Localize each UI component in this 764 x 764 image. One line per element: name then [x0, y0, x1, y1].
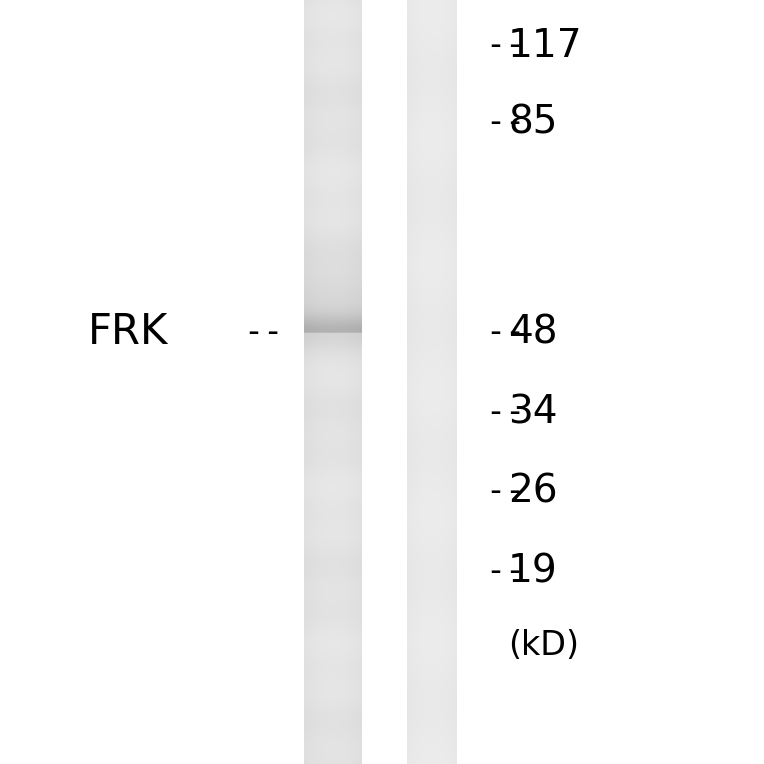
- Text: --: --: [485, 105, 526, 139]
- Text: 85: 85: [508, 103, 558, 141]
- Text: FRK: FRK: [88, 312, 168, 353]
- Text: 34: 34: [508, 393, 558, 432]
- Text: --: --: [485, 396, 526, 429]
- Text: --: --: [485, 29, 526, 63]
- Text: --: --: [244, 316, 283, 349]
- Text: 48: 48: [508, 313, 558, 351]
- Text: --: --: [485, 555, 526, 588]
- Text: 26: 26: [508, 472, 558, 510]
- Text: --: --: [485, 474, 526, 508]
- Text: (kD): (kD): [508, 629, 579, 662]
- Text: --: --: [485, 316, 526, 349]
- Text: 19: 19: [508, 552, 558, 591]
- Text: 117: 117: [508, 27, 583, 65]
